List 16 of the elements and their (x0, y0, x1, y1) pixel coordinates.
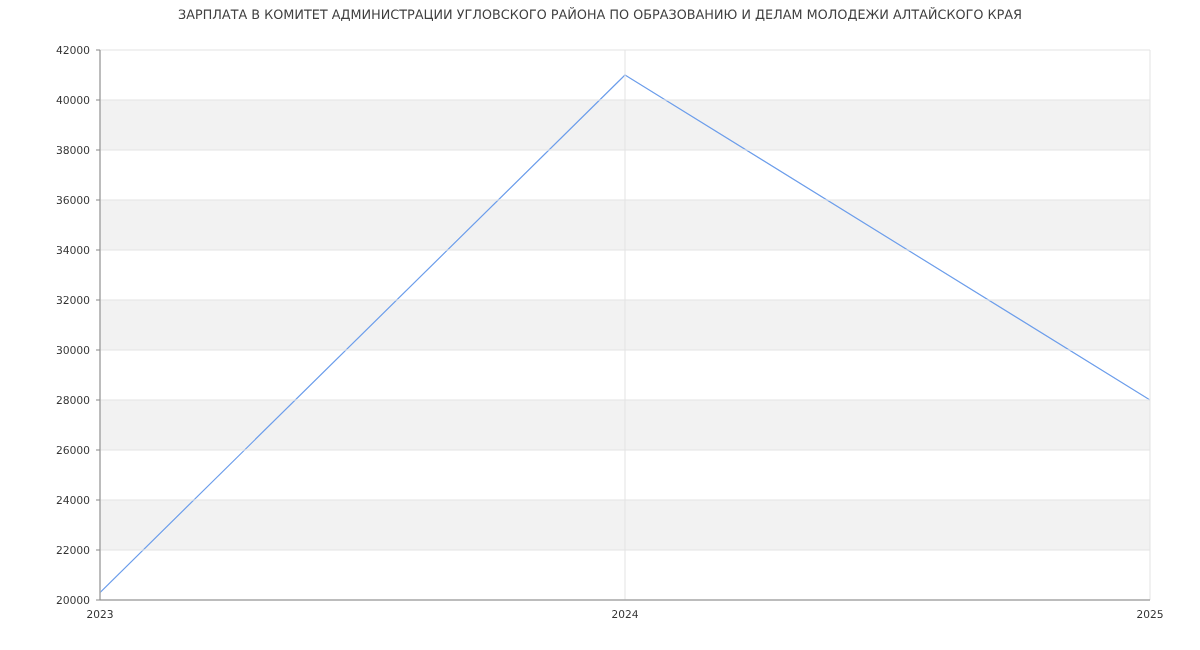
y-tick-label: 22000 (56, 545, 90, 555)
y-tick-label: 30000 (56, 345, 90, 355)
y-tick-label: 24000 (56, 495, 90, 505)
y-tick-label: 36000 (56, 195, 90, 205)
y-tick-label: 40000 (56, 95, 90, 105)
x-tick-label: 2025 (1137, 610, 1163, 619)
y-tick-label: 26000 (56, 445, 90, 455)
chart-title: ЗАРПЛАТА В КОМИТЕТ АДМИНИСТРАЦИИ УГЛОВСКОГО РАЙОНА ПО ОБРАЗОВАНИЮ И ДЕЛАМ МОЛОДЕЖИ АЛТАЙСКОГО КРАЯ (178, 7, 1021, 21)
y-tick-label: 20000 (56, 595, 90, 605)
y-tick-label: 32000 (56, 295, 90, 305)
y-tick-label: 38000 (56, 145, 90, 155)
x-tick-label: 2023 (87, 610, 113, 619)
y-tick-label: 34000 (56, 245, 90, 255)
x-tick-label: 2024 (612, 610, 638, 619)
y-tick-label: 42000 (56, 45, 90, 55)
y-tick-label: 28000 (56, 395, 90, 405)
